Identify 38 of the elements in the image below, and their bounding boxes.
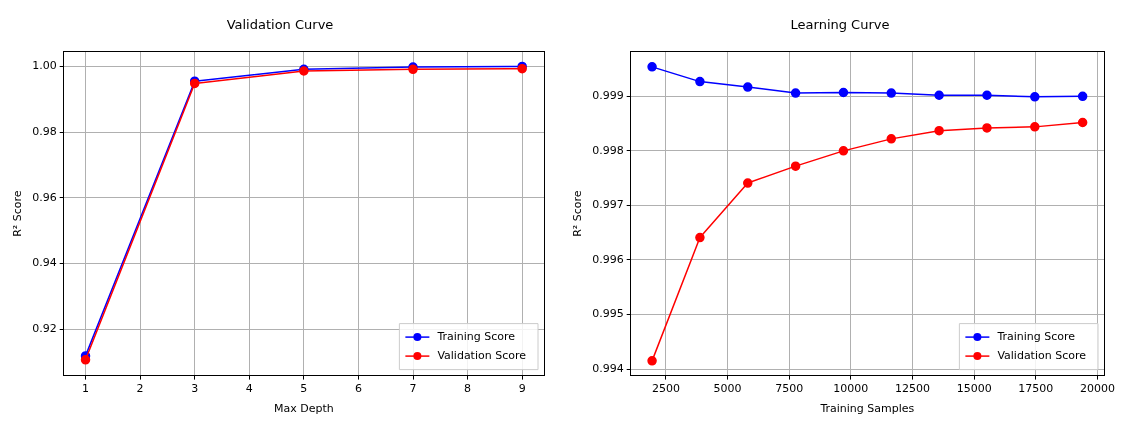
legend-label: Validation Score bbox=[997, 348, 1087, 362]
y-tick-label: 0.998 bbox=[592, 143, 624, 157]
x-tick-label: 20000 bbox=[1079, 382, 1115, 396]
x-tick-label: 3 bbox=[191, 382, 199, 396]
legend-label: Validation Score bbox=[437, 348, 527, 362]
x-tick-label: 5 bbox=[300, 382, 308, 396]
y-tick-label: 0.996 bbox=[592, 252, 624, 266]
x-tick-label: 9 bbox=[518, 382, 526, 396]
y-tick-label: 0.994 bbox=[592, 361, 624, 375]
x-tick-label: 12500 bbox=[894, 382, 930, 396]
x-tick-label: 17500 bbox=[1018, 382, 1054, 396]
x-tick-label: 4 bbox=[245, 382, 253, 396]
chart-title: Validation Curve bbox=[226, 17, 334, 33]
x-tick-label: 7500 bbox=[775, 382, 804, 396]
legend-label: Training Score bbox=[436, 329, 516, 343]
x-tick-label: 2 bbox=[136, 382, 144, 396]
chart-title: Learning Curve bbox=[790, 17, 890, 33]
x-tick-label: 8 bbox=[464, 382, 472, 396]
legend-label: Training Score bbox=[996, 329, 1076, 343]
y-tick-label: 0.98 bbox=[32, 124, 57, 138]
x-axis-title: Training Samples bbox=[819, 402, 915, 416]
x-axis-title: Max Depth bbox=[273, 402, 334, 416]
x-tick-label: 6 bbox=[354, 382, 362, 396]
y-tick-label: 0.999 bbox=[592, 89, 624, 103]
y-axis-title: R² Score bbox=[571, 190, 585, 237]
x-tick-label: 10000 bbox=[833, 382, 869, 396]
x-tick-label: 15000 bbox=[956, 382, 992, 396]
x-tick-label: 5000 bbox=[713, 382, 742, 396]
y-tick-label: 1.00 bbox=[32, 59, 57, 73]
y-tick-label: 0.995 bbox=[592, 307, 624, 321]
y-tick-label: 0.96 bbox=[32, 190, 57, 204]
y-tick-label: 0.92 bbox=[32, 322, 57, 336]
x-tick-label: 2500 bbox=[651, 382, 680, 396]
y-tick-label: 0.94 bbox=[32, 256, 57, 270]
y-tick-label: 0.997 bbox=[592, 198, 624, 212]
x-tick-label: 7 bbox=[409, 382, 417, 396]
y-axis-title: R² Score bbox=[11, 190, 25, 237]
x-tick-label: 1 bbox=[82, 382, 90, 396]
